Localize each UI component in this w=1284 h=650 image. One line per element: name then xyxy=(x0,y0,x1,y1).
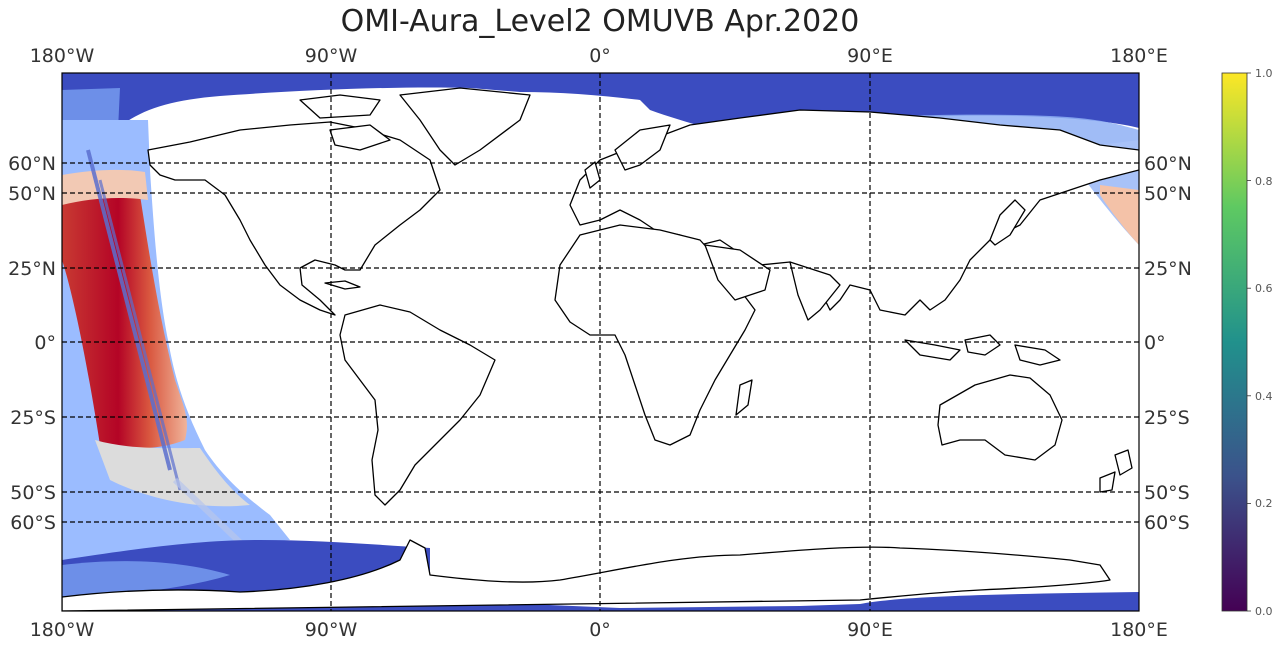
india xyxy=(789,261,841,321)
land-layer xyxy=(62,87,1139,611)
top-lon-label: 90°E xyxy=(847,45,893,67)
bottom-lon-label: 0° xyxy=(589,619,611,641)
japan xyxy=(989,199,1026,246)
colorbar-tick-label: 0.4 xyxy=(1255,390,1273,403)
colorbar-tick-label: 1.0 xyxy=(1255,67,1273,80)
new-zealand-south xyxy=(1099,471,1116,493)
new-guinea xyxy=(1014,344,1061,366)
orbit-track-2 xyxy=(98,179,182,491)
map-frame xyxy=(61,72,1140,612)
colorbar-tick-label: 0.2 xyxy=(1255,497,1273,510)
bottom-lon-label: 90°W xyxy=(305,619,358,641)
right-lat-label: 25°S xyxy=(1144,407,1190,429)
antarctica xyxy=(62,539,1111,611)
madagascar xyxy=(735,379,753,416)
right-lat-label: 60°N xyxy=(1144,153,1192,175)
new-zealand-north xyxy=(1114,449,1133,476)
top-lon-labels: 180°W 90°W 0° 90°E 180°E xyxy=(30,45,1168,67)
greenland xyxy=(399,87,531,166)
top-lon-label: 180°W xyxy=(30,45,95,67)
gridlines xyxy=(62,73,1139,611)
indonesia-1 xyxy=(904,339,961,361)
west-swath-mid xyxy=(95,440,250,507)
top-lon-label: 90°W xyxy=(305,45,358,67)
northeast-swath-warm xyxy=(1100,185,1139,245)
arctic-island-2 xyxy=(329,124,391,151)
left-lat-label: 60°S xyxy=(10,512,56,534)
colorbar-tick-label: 0.8 xyxy=(1255,175,1273,188)
left-lat-labels: 60°N 50°N 25°N 0° 25°S 50°S 60°S xyxy=(8,153,56,534)
orbit-track-1 xyxy=(86,149,172,471)
colorbar-gradient xyxy=(1221,72,1248,612)
arctic-island-1 xyxy=(299,94,381,119)
left-lat-label: 0° xyxy=(34,332,56,354)
bottom-lon-labels: 180°W 90°W 0° 90°E 180°E xyxy=(30,619,1168,641)
right-lat-label: 50°S xyxy=(1144,482,1190,504)
left-lat-label: 60°N xyxy=(8,153,56,175)
cuba xyxy=(324,280,361,290)
bottom-lon-label: 180°W xyxy=(30,619,95,641)
bottom-lon-label: 180°E xyxy=(1110,619,1168,641)
north-polar-band xyxy=(62,73,1139,158)
west-swath-warm xyxy=(62,192,187,449)
colorbar-ticks xyxy=(1247,72,1251,612)
colorbar-tick-label: 0.6 xyxy=(1255,282,1273,295)
left-lat-label: 25°N xyxy=(8,258,56,280)
colorbar: 0.0 0.2 0.4 0.6 0.8 1.0 xyxy=(1221,67,1273,618)
indonesia-2 xyxy=(964,334,1001,356)
right-lat-label: 50°N xyxy=(1144,183,1192,205)
west-swath-transition xyxy=(62,169,148,205)
left-lat-label: 25°S xyxy=(10,407,56,429)
top-lon-label: 180°E xyxy=(1110,45,1168,67)
left-lat-label: 50°N xyxy=(8,183,56,205)
bottom-lon-label: 90°E xyxy=(847,619,893,641)
right-lat-label: 60°S xyxy=(1144,512,1190,534)
right-lat-labels: 60°N 50°N 25°N 0° 25°S 50°S 60°S xyxy=(1144,153,1192,534)
map-title: OMI-Aura_Level2 OMUVB Apr.2020 xyxy=(340,4,860,39)
top-lon-label: 0° xyxy=(589,45,611,67)
south-america xyxy=(339,304,496,506)
south-polar-light xyxy=(62,561,230,598)
colorbar-tick-label: 0.0 xyxy=(1255,605,1273,618)
right-lat-label: 0° xyxy=(1144,332,1166,354)
right-lat-label: 25°N xyxy=(1144,258,1192,280)
scandinavia xyxy=(614,124,671,171)
arabian-peninsula xyxy=(704,244,771,301)
left-lat-label: 50°S xyxy=(10,482,56,504)
